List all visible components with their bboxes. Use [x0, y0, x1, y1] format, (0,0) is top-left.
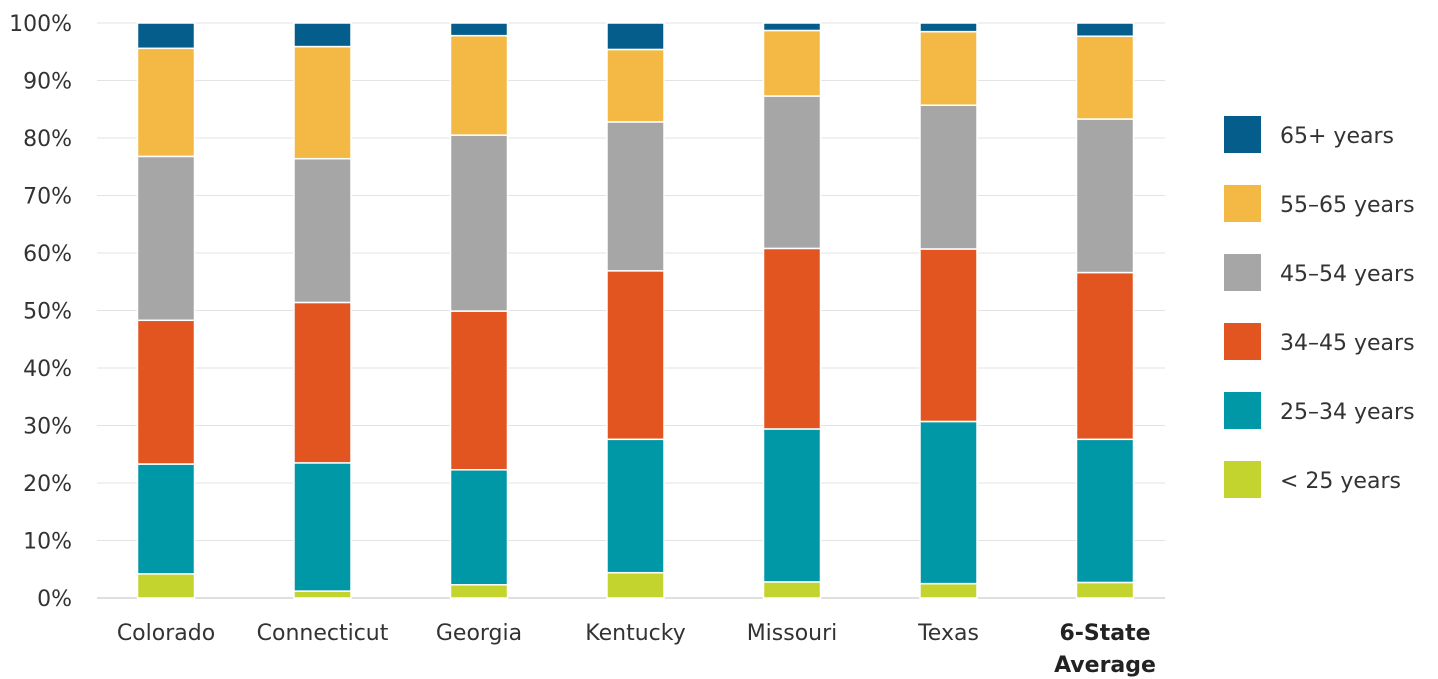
bar-segment: [606, 270, 665, 441]
bar-stack: [762, 22, 822, 599]
legend-label: 65+ years: [1280, 124, 1394, 149]
bar-segment: [293, 301, 352, 464]
bar-segment: [136, 47, 196, 158]
bar-segment: [606, 121, 665, 272]
legend-label: 25–34 years: [1280, 400, 1415, 425]
bar-stack: [1075, 22, 1135, 599]
legend-swatch: [1224, 254, 1261, 291]
legend-label: 55–65 years: [1280, 193, 1415, 218]
x-tick-label: Missouri: [747, 621, 838, 646]
bar-segment: [919, 22, 978, 33]
legend-label: < 25 years: [1280, 469, 1401, 494]
y-tick-label: 100%: [9, 12, 72, 37]
legend-swatch: [1224, 323, 1261, 360]
y-tick-label: 70%: [23, 185, 72, 210]
bar-segment: [606, 571, 665, 599]
bar-segment: [449, 469, 509, 586]
bar-segment: [449, 34, 509, 136]
bar-stack: [293, 22, 352, 599]
bar-segment: [293, 590, 352, 599]
bar-segment: [919, 582, 978, 599]
y-tick-label: 80%: [23, 127, 72, 152]
x-tick-label: Average: [1054, 653, 1156, 678]
bar-stack: [919, 22, 978, 599]
bar-segment: [919, 420, 978, 585]
y-tick-label: 0%: [37, 587, 72, 612]
bar-segment: [293, 157, 352, 304]
legend-item: 25–34 years: [1224, 392, 1415, 429]
bar-stack: [606, 22, 665, 599]
x-tick-label: Texas: [917, 621, 979, 646]
bar-segment: [762, 22, 822, 32]
bar-segment: [762, 29, 822, 97]
y-tick-label: 30%: [23, 415, 72, 440]
bar-segment: [919, 30, 978, 106]
bar-segment: [1075, 22, 1135, 37]
legend-label: 45–54 years: [1280, 262, 1415, 287]
legend-label: 34–45 years: [1280, 331, 1415, 356]
legend-swatch: [1224, 116, 1261, 153]
bars: [136, 22, 1135, 599]
bar-segment: [449, 22, 509, 37]
bar-segment: [606, 438, 665, 574]
y-tick-label: 90%: [23, 70, 72, 95]
bar-segment: [136, 463, 196, 575]
legend-item: < 25 years: [1224, 461, 1401, 498]
legend-item: 45–54 years: [1224, 254, 1415, 291]
bar-stack: [136, 22, 196, 599]
x-tick-label: Georgia: [436, 621, 522, 646]
x-tick-label: 6-State: [1059, 621, 1150, 646]
y-tick-label: 20%: [23, 472, 72, 497]
bar-segment: [136, 319, 196, 465]
legend-item: 34–45 years: [1224, 323, 1415, 360]
bar-stack: [449, 22, 509, 599]
bar-segment: [293, 45, 352, 160]
legend-swatch: [1224, 461, 1261, 498]
bar-segment: [762, 95, 822, 250]
x-tick-label: Connecticut: [257, 621, 389, 646]
bar-segment: [919, 248, 978, 423]
y-tick-label: 40%: [23, 357, 72, 382]
bar-segment: [449, 310, 509, 471]
bar-segment: [1075, 438, 1135, 584]
legend-item: 65+ years: [1224, 116, 1394, 153]
bar-segment: [1075, 271, 1135, 441]
bar-segment: [606, 48, 665, 123]
x-tick-label: Colorado: [117, 621, 215, 646]
bar-segment: [1075, 118, 1135, 274]
bar-segment: [919, 104, 978, 250]
y-tick-label: 60%: [23, 242, 72, 267]
x-tick-label: Kentucky: [585, 621, 685, 646]
y-axis-ticks: 0% 10% 20% 30% 40% 50% 60% 70% 80% 90% 100%: [9, 12, 72, 612]
bar-segment: [293, 22, 352, 48]
bar-segment: [136, 155, 196, 322]
bar-segment: [606, 22, 665, 51]
bar-segment: [293, 462, 352, 592]
x-axis-labels: Colorado Connecticut Georgia Kentucky Missou…: [117, 621, 1156, 678]
bar-segment: [1075, 35, 1135, 120]
bar-segment: [762, 581, 822, 599]
bar-segment: [762, 247, 822, 430]
bar-segment: [136, 573, 196, 599]
bar-segment: [449, 134, 509, 312]
bar-segment: [136, 22, 196, 50]
bar-segment: [449, 584, 509, 599]
y-tick-label: 10%: [23, 530, 72, 555]
legend-item: 55–65 years: [1224, 185, 1415, 222]
bar-segment: [762, 428, 822, 583]
bar-segment: [1075, 581, 1135, 599]
y-tick-label: 50%: [23, 300, 72, 325]
legend: 65+ years 55–65 years 45–54 years 34–45 yea…: [1224, 116, 1415, 498]
legend-swatch: [1224, 185, 1261, 222]
legend-swatch: [1224, 392, 1261, 429]
